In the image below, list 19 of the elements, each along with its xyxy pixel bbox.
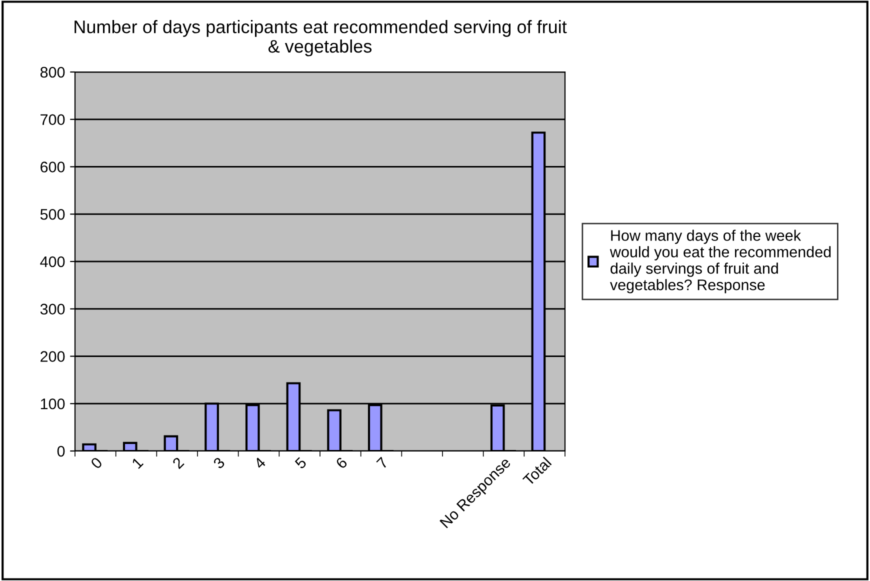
x-tick-label: 4 xyxy=(253,456,266,470)
x-tick-label: 5 xyxy=(294,456,308,470)
y-tick-label: 400 xyxy=(40,256,65,268)
y-tick-label: 300 xyxy=(40,304,65,315)
y-tick-label: 500 xyxy=(40,208,65,220)
x-tick-label: 3 xyxy=(212,456,226,470)
x-tick-label: 2 xyxy=(172,456,184,470)
y-tick-label: 100 xyxy=(40,398,65,410)
x-tick-label: 6 xyxy=(335,456,348,470)
y-tick-label: 0 xyxy=(57,446,65,457)
x-tick-label: 0 xyxy=(90,456,103,470)
x-tick-label: 7 xyxy=(376,456,389,470)
legend-label: How many days of the week would you eat the recommended daily servings of fruit and vegetables? Response xyxy=(610,230,831,294)
y-tick-label: 600 xyxy=(40,162,65,172)
y-tick-label: 700 xyxy=(40,114,65,126)
y-tick-label: 800 xyxy=(40,66,65,78)
chart-title: Number of days participants eat recommended serving of fruit & vegetables xyxy=(74,20,567,56)
y-tick-label: 200 xyxy=(40,351,65,362)
x-tick-label: 1 xyxy=(131,456,144,469)
